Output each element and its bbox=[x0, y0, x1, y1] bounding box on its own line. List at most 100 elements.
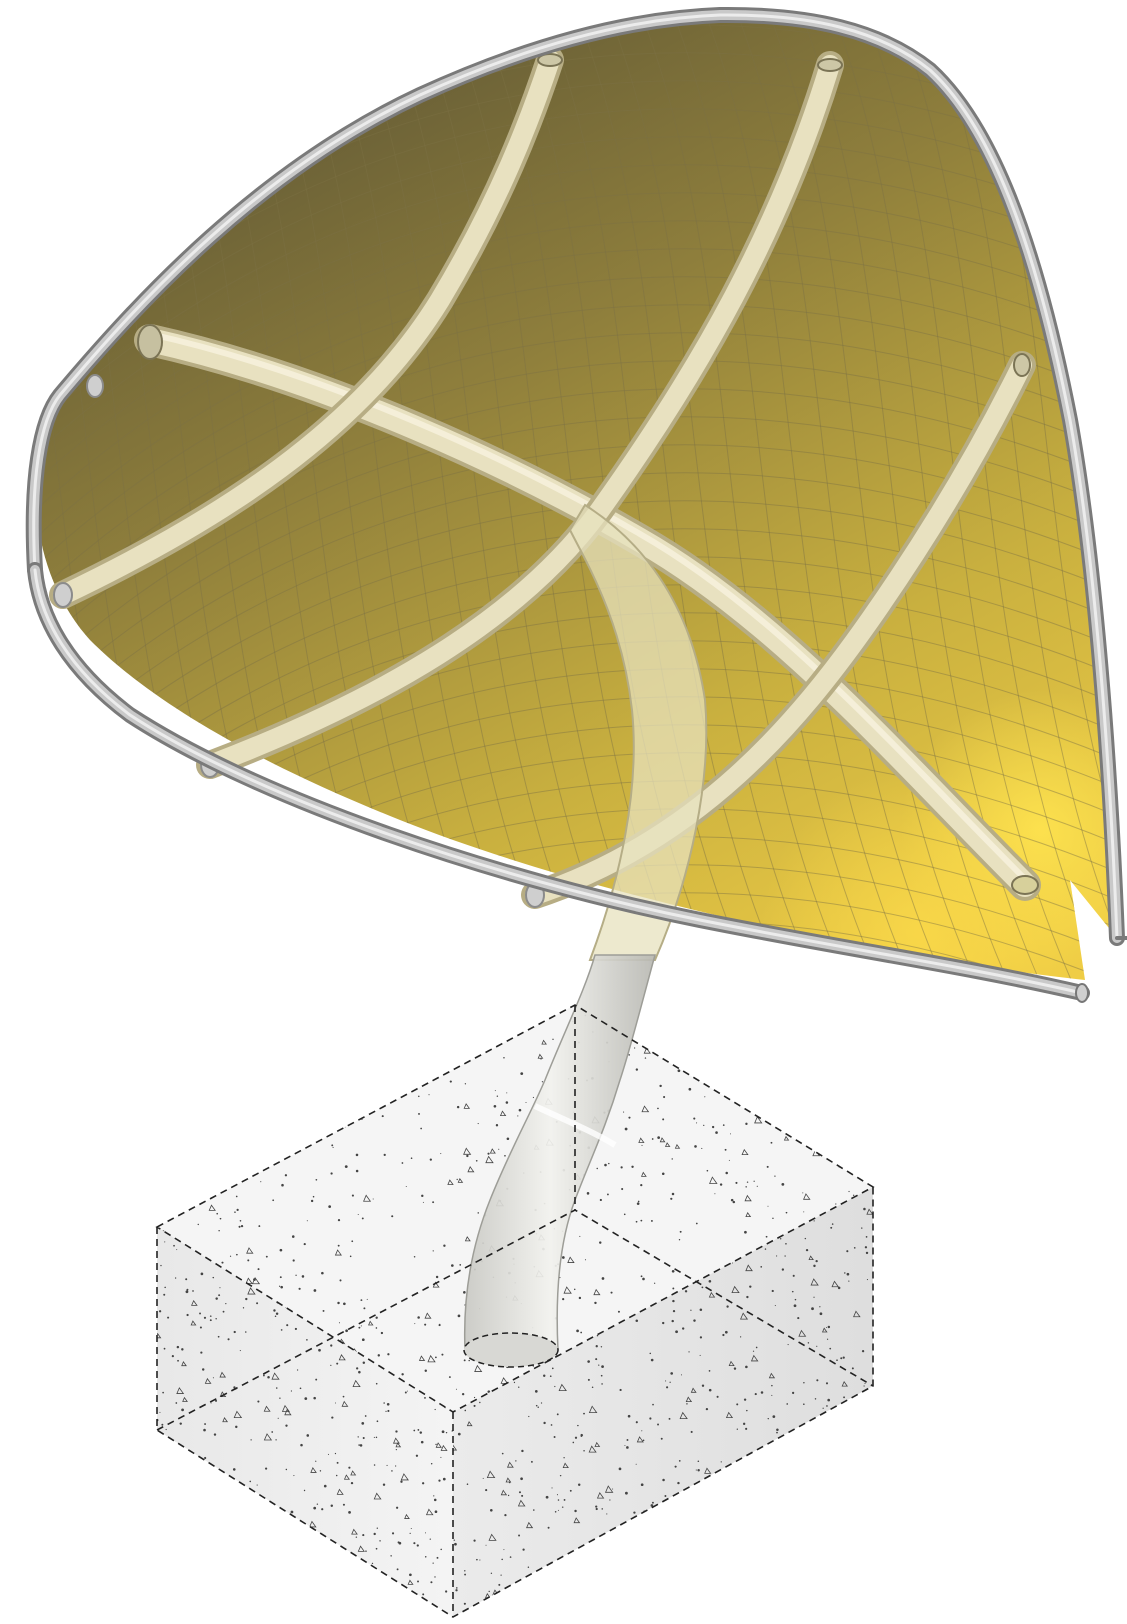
concrete-speckle bbox=[809, 1506, 811, 1508]
concrete-speckle bbox=[572, 1441, 575, 1444]
concrete-speckle bbox=[522, 1583, 524, 1585]
concrete-speckle bbox=[278, 1285, 281, 1287]
concrete-speckle bbox=[256, 1484, 258, 1486]
concrete-speckle bbox=[537, 1053, 544, 1059]
concrete-speckle bbox=[473, 1404, 476, 1407]
concrete-speckle bbox=[520, 1072, 524, 1076]
concrete-speckle bbox=[455, 1589, 458, 1592]
concrete-speckle bbox=[701, 1585, 704, 1589]
concrete-speckle bbox=[233, 1041, 236, 1044]
concrete-speckle bbox=[167, 1316, 170, 1319]
concrete-speckle bbox=[271, 1431, 274, 1433]
concrete-speckle bbox=[293, 1474, 295, 1477]
concrete-speckle bbox=[316, 1014, 319, 1017]
concrete-speckle bbox=[500, 1574, 502, 1576]
concrete-speckle bbox=[463, 1602, 466, 1605]
concrete-speckle bbox=[166, 1466, 168, 1468]
concrete-speckle bbox=[672, 1568, 681, 1576]
concrete-speckle bbox=[343, 1302, 346, 1306]
concrete-speckle bbox=[337, 1301, 340, 1305]
concrete-speckle bbox=[554, 1511, 557, 1513]
concrete-speckle bbox=[678, 1459, 681, 1462]
concrete-speckle bbox=[599, 1198, 602, 1202]
concrete-speckle bbox=[337, 1218, 341, 1222]
concrete-speckle bbox=[644, 1057, 647, 1059]
concrete-speckle bbox=[551, 1487, 553, 1489]
concrete-speckle bbox=[826, 1405, 828, 1407]
concrete-speckle bbox=[429, 1158, 432, 1161]
concrete-speckle bbox=[162, 1558, 169, 1564]
concrete-speckle bbox=[422, 1593, 425, 1596]
concrete-speckle bbox=[207, 1492, 209, 1495]
concrete-speckle bbox=[325, 1038, 332, 1044]
concrete-speckle bbox=[783, 1474, 786, 1477]
concrete-speckle bbox=[657, 1423, 660, 1426]
concrete-speckle bbox=[684, 1290, 688, 1293]
concrete-speckle bbox=[420, 1127, 422, 1130]
concrete-speckle bbox=[463, 1147, 472, 1155]
concrete-speckle bbox=[793, 1468, 801, 1475]
concrete-speckle bbox=[342, 1596, 346, 1600]
concrete-speckle bbox=[259, 1557, 263, 1561]
concrete-speckle bbox=[275, 1387, 278, 1389]
concrete-speckle bbox=[521, 1602, 524, 1605]
concrete-speckle bbox=[803, 1598, 809, 1604]
concrete-speckle bbox=[818, 1480, 821, 1482]
concrete-speckle bbox=[247, 1259, 250, 1262]
concrete-speckle bbox=[392, 1059, 395, 1063]
concrete-speckle bbox=[679, 1230, 682, 1233]
concrete-speckle bbox=[519, 1586, 521, 1588]
concrete-speckle bbox=[783, 1135, 790, 1141]
concrete-speckle bbox=[387, 1409, 390, 1412]
concrete-speckle bbox=[163, 1293, 166, 1296]
concrete-speckle bbox=[530, 1460, 533, 1463]
concrete-speckle bbox=[176, 1455, 180, 1459]
concrete-speckle bbox=[353, 1110, 360, 1116]
concrete-speckle bbox=[202, 1544, 206, 1548]
concrete-speckle bbox=[696, 1122, 698, 1124]
concrete-speckle bbox=[520, 1606, 522, 1608]
concrete-speckle bbox=[418, 1053, 421, 1056]
rib-center bbox=[196, 51, 844, 779]
concrete-speckle bbox=[500, 1489, 508, 1496]
concrete-speckle bbox=[159, 1411, 161, 1413]
concrete-speckle bbox=[725, 1171, 728, 1175]
concrete-speckle bbox=[395, 1442, 402, 1448]
concrete-speckle bbox=[312, 1195, 315, 1198]
concrete-speckle bbox=[157, 1487, 160, 1491]
concrete-speckle bbox=[557, 1509, 559, 1511]
concrete-speckle bbox=[694, 1489, 696, 1491]
concrete-speckle bbox=[506, 1092, 508, 1094]
concrete-speckle bbox=[635, 1220, 638, 1223]
concrete-speckle bbox=[724, 1082, 727, 1084]
concrete-speckle bbox=[844, 1272, 846, 1274]
concrete-speckle bbox=[504, 1005, 506, 1007]
concrete-speckle bbox=[835, 1203, 837, 1205]
concrete-speckle bbox=[375, 1547, 378, 1550]
concrete-speckle bbox=[417, 1316, 420, 1319]
concrete-speckle bbox=[162, 1030, 171, 1038]
concrete-speckle bbox=[418, 1112, 420, 1115]
concrete-speckle bbox=[383, 1153, 386, 1157]
concrete-speckle bbox=[789, 1107, 791, 1110]
concrete-speckle bbox=[210, 1526, 212, 1528]
concrete-speckle bbox=[372, 1198, 374, 1200]
concrete-speckle bbox=[236, 1253, 238, 1256]
concrete-speckle bbox=[409, 1532, 411, 1534]
concrete-speckle bbox=[172, 1591, 174, 1593]
concrete-speckle bbox=[521, 1494, 524, 1497]
concrete-speckle bbox=[731, 1262, 733, 1264]
concrete-speckle bbox=[350, 1031, 359, 1039]
concrete-speckle bbox=[214, 1133, 218, 1137]
concrete-speckle bbox=[316, 1503, 319, 1505]
concrete-speckle bbox=[573, 1517, 581, 1524]
concrete-speckle bbox=[413, 1542, 416, 1545]
concrete-speckle bbox=[363, 1307, 366, 1310]
concrete-speckle bbox=[640, 1171, 647, 1177]
concrete-speckle bbox=[599, 1609, 601, 1611]
concrete-speckle bbox=[624, 1445, 626, 1447]
concrete-speckle bbox=[705, 1407, 709, 1411]
concrete-speckle bbox=[716, 1019, 719, 1022]
concrete-speckle bbox=[704, 1467, 712, 1474]
concrete-speckle bbox=[595, 1345, 598, 1348]
